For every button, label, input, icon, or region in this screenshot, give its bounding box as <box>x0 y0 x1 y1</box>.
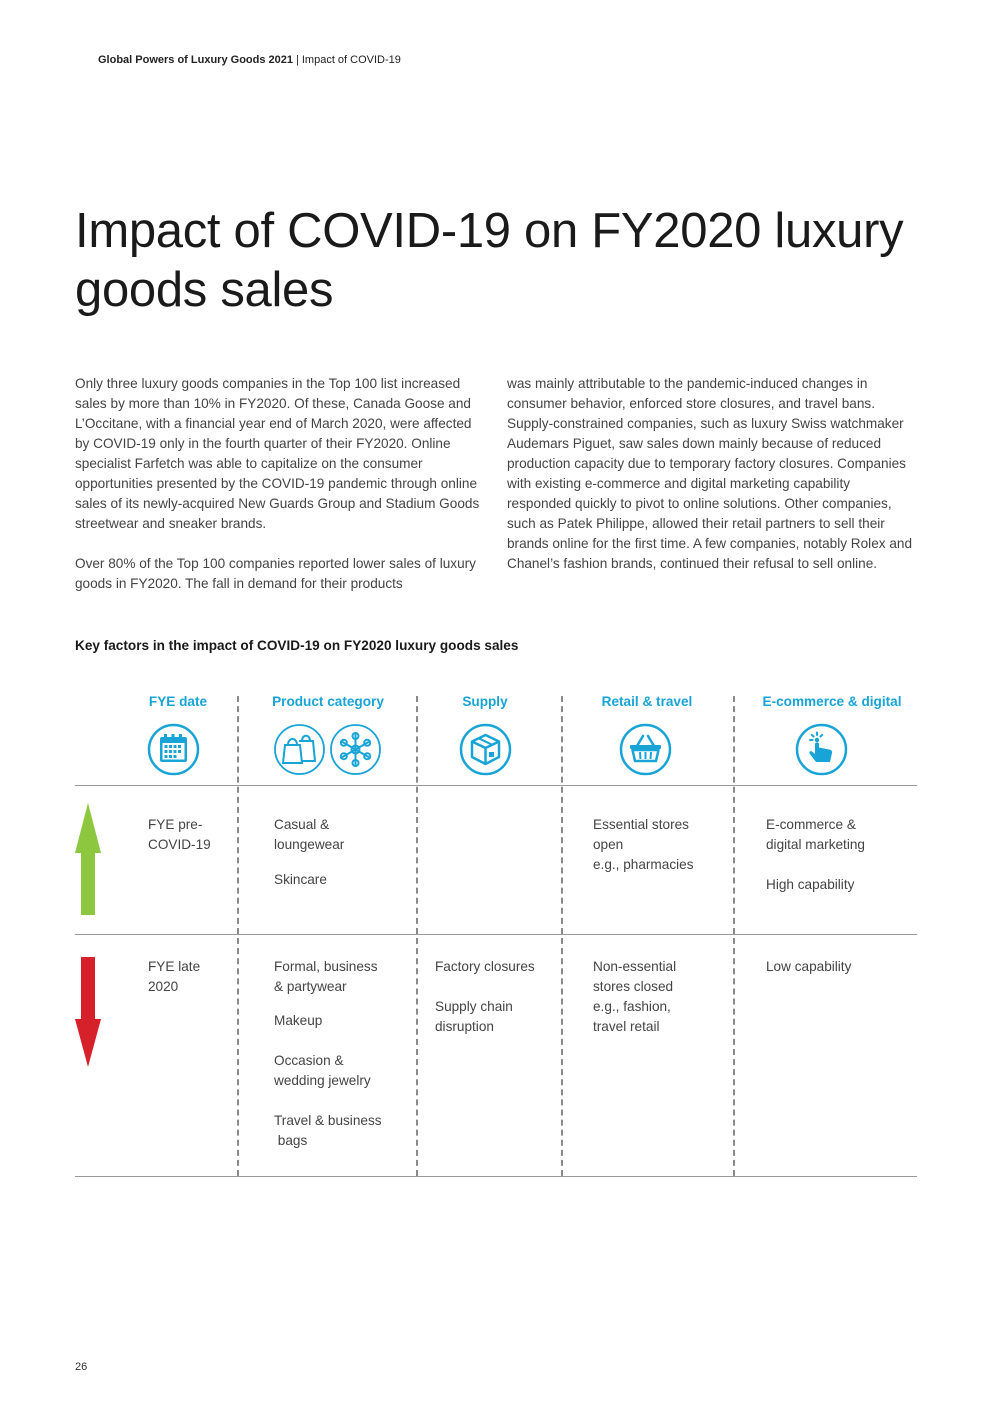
down-arrow-icon <box>75 957 101 1067</box>
snowflake-icon <box>330 724 381 775</box>
column-header-supply: Supply <box>462 694 508 709</box>
cell-line: E-commerce & <box>766 817 856 832</box>
cell-line: travel retail <box>593 1019 660 1034</box>
calendar-icon <box>147 723 200 776</box>
shopping-bags-icon <box>274 724 325 775</box>
cell-line: Essential stores <box>593 817 689 832</box>
paragraph: Over 80% of the Top 100 companies report… <box>75 556 476 591</box>
shopping-basket-icon <box>619 723 672 776</box>
ecommerce-cell: E-commerce & digital marketing High capa… <box>766 815 865 895</box>
table-title: Key factors in the impact of COVID-19 on… <box>75 638 519 653</box>
cell-line: Makeup <box>274 1013 323 1028</box>
cell-line: loungewear <box>274 837 345 852</box>
table-rule <box>75 785 917 786</box>
body-column-right: was mainly attributable to the pandemic-… <box>507 374 912 594</box>
cell-line: digital marketing <box>766 837 865 852</box>
cell-line: e.g., fashion, <box>593 999 671 1014</box>
cell-line: e.g., pharmacies <box>593 857 694 872</box>
header-section: Impact of COVID-19 <box>301 54 401 66</box>
cell-line: FYE pre- <box>148 817 203 832</box>
column-divider <box>733 696 735 1176</box>
paragraph: Only three luxury goods companies in the… <box>75 376 480 531</box>
cell-line: wedding jewelry <box>274 1073 371 1088</box>
cell-line: Casual & <box>274 817 330 832</box>
header-separator: | <box>296 54 299 66</box>
retail-cell: Non-essential stores closed e.g., fashio… <box>593 957 676 1037</box>
cell-line: Factory closures <box>435 959 535 974</box>
cell-line: Low capability <box>766 959 852 974</box>
body-column-left: Only three luxury goods companies in the… <box>75 374 485 614</box>
running-header: Global Powers of Luxury Goods 2021 | Impac… <box>98 54 401 66</box>
cell-line: stores closed <box>593 979 674 994</box>
publication-title: Global Powers of Luxury Goods 2021 <box>98 54 293 66</box>
column-divider <box>416 696 418 1176</box>
cell-line: bags <box>274 1133 308 1148</box>
column-divider <box>561 696 563 1176</box>
table-rule <box>75 934 917 935</box>
column-header-retail: Retail & travel <box>601 694 693 709</box>
column-header-ecommerce: E-commerce & digital <box>762 694 902 709</box>
cell-line: Travel & business <box>274 1113 382 1128</box>
cell-line: open <box>593 837 624 852</box>
product-cell: Casual & loungewear Skincare <box>274 815 344 890</box>
cell-line: Supply chain <box>435 999 513 1014</box>
package-box-icon <box>459 723 512 776</box>
fye-cell: FYE late 2020 <box>148 957 200 997</box>
cell-line: & partywear <box>274 979 347 994</box>
supply-cell: Factory closures Supply chain disruption <box>435 957 535 1037</box>
paragraph: was mainly attributable to the pandemic-… <box>507 376 913 571</box>
cell-line: COVID-19 <box>148 837 211 852</box>
ecommerce-cell: Low capability <box>766 957 851 977</box>
column-header-fye: FYE date <box>148 694 208 709</box>
up-arrow-icon <box>75 803 101 915</box>
retail-cell: Essential stores open e.g., pharmacies <box>593 815 694 875</box>
column-divider <box>237 696 239 1176</box>
cell-line: Occasion & <box>274 1053 344 1068</box>
cell-line: Non-essential <box>593 959 677 974</box>
cell-line: Formal, business <box>274 959 378 974</box>
cell-line: disruption <box>435 1019 494 1034</box>
product-cell: Formal, business & partywear Makeup Occa… <box>274 957 382 1151</box>
page-title: Impact of COVID-19 on FY2020 luxury good… <box>75 204 904 317</box>
cell-line: High capability <box>766 877 855 892</box>
cell-line: Skincare <box>274 872 327 887</box>
page-number: 26 <box>75 1361 88 1373</box>
fye-cell: FYE pre- COVID-19 <box>148 815 211 855</box>
cell-line: 2020 <box>148 979 179 994</box>
table-rule <box>75 1176 917 1177</box>
touch-hand-icon <box>795 723 848 776</box>
column-header-product: Product category <box>272 694 384 709</box>
cell-line: FYE late <box>148 959 201 974</box>
